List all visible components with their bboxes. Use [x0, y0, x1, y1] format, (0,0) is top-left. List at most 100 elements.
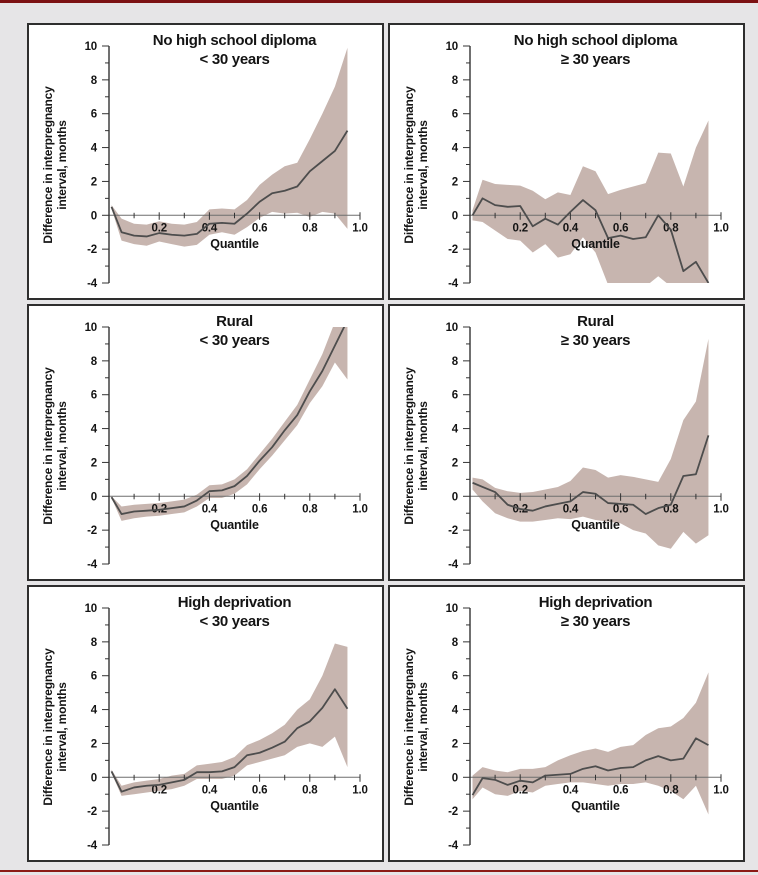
y-tick-label: 8 — [452, 356, 459, 368]
y-tick-label: 8 — [91, 356, 98, 368]
y-tick-label: 4 — [91, 705, 98, 717]
x-tick-label: 1.0 — [352, 784, 367, 796]
panel-title-line1: Rural — [577, 313, 614, 330]
y-axis-label-line1: Difference in interpregnancy — [41, 367, 55, 525]
x-tick-label: 0.2 — [513, 222, 528, 234]
x-tick-label: 0.2 — [152, 784, 167, 796]
y-tick-label: 0 — [91, 210, 97, 222]
y-axis-label: Difference in interpregnancy interval, m… — [41, 45, 69, 285]
x-tick-label: 0.6 — [613, 784, 628, 796]
y-tick-label: 2 — [91, 738, 97, 750]
y-axis-label: Difference in interpregnancy interval, m… — [41, 607, 69, 847]
panel-title-line2: < 30 years — [199, 613, 270, 630]
panel-title: High deprivation ≥ 30 years — [470, 593, 721, 631]
confidence-band — [472, 120, 709, 283]
y-tick-label: -2 — [87, 244, 97, 256]
panel-title-line1: Rural — [216, 313, 253, 330]
y-tick-label: 6 — [452, 390, 458, 402]
y-axis-label-line1: Difference in interpregnancy — [41, 648, 55, 806]
panel-no-hs-diploma-30-plus: 0.2 0.4 0.6 0.8 1.0 10 8 6 4 2 0 -2 -4 No high schoo… — [388, 23, 745, 300]
y-tick-label: 10 — [446, 41, 458, 53]
y-tick-label: -2 — [448, 525, 458, 537]
y-tick-label: 4 — [452, 705, 459, 717]
y-tick-label: -4 — [87, 278, 98, 290]
x-tick-label: 0.6 — [252, 784, 267, 796]
y-tick-label: -4 — [448, 840, 459, 852]
panel-title-line1: High deprivation — [177, 594, 292, 611]
x-tick-label: 0.8 — [663, 784, 679, 796]
panel-no-hs-diploma-under-30: 0.2 0.4 0.6 0.8 1.0 10 8 6 4 2 0 -2 -4 No high schoo… — [27, 23, 384, 300]
panel-title: No high school diploma < 30 years — [109, 31, 360, 69]
y-axis-label-line1: Difference in interpregnancy — [41, 86, 55, 244]
panel-title-line2: ≥ 30 years — [560, 613, 631, 630]
y-axis-label-line1: Difference in interpregnancy — [402, 367, 416, 525]
x-axis-label: Quantile — [210, 237, 259, 251]
y-tick-label: 8 — [452, 75, 459, 87]
x-tick-label: 0.4 — [202, 503, 218, 515]
y-axis-label: Difference in interpregnancy interval, m… — [402, 326, 430, 566]
y-tick-label: 10 — [85, 322, 97, 334]
panel-title-line1: No high school diploma — [152, 32, 317, 49]
y-axis-label-line2: interval, months — [416, 120, 430, 210]
y-tick-label: 8 — [452, 637, 459, 649]
y-axis-label-line2: interval, months — [55, 120, 69, 210]
panel-title-line2: ≥ 30 years — [560, 332, 631, 349]
y-tick-label: -4 — [448, 559, 459, 571]
y-tick-label: 2 — [452, 738, 458, 750]
confidence-band — [111, 327, 348, 521]
y-tick-label: 2 — [91, 457, 97, 469]
y-axis-label-line1: Difference in interpregnancy — [402, 648, 416, 806]
confidence-band — [111, 643, 348, 796]
x-axis-label: Quantile — [210, 518, 259, 532]
panel-grid: 0.2 0.4 0.6 0.8 1.0 10 8 6 4 2 0 -2 -4 No high schoo… — [27, 23, 745, 862]
y-axis-label-line1: Difference in interpregnancy — [402, 86, 416, 244]
panel-title-line1: High deprivation — [538, 594, 653, 611]
x-tick-label: 1.0 — [713, 784, 728, 796]
y-tick-label: 0 — [452, 210, 458, 222]
x-tick-label: 0.2 — [513, 784, 528, 796]
y-tick-label: 6 — [91, 390, 97, 402]
x-tick-label: 0.8 — [302, 503, 318, 515]
y-tick-label: 10 — [85, 41, 97, 53]
x-tick-label: 1.0 — [713, 222, 728, 234]
y-tick-label: 6 — [452, 671, 458, 683]
y-tick-label: -4 — [448, 278, 459, 290]
panel-title-line2: < 30 years — [199, 51, 270, 68]
confidence-band — [111, 47, 348, 247]
x-tick-label: 0.6 — [252, 222, 267, 234]
panel-title-line2: ≥ 30 years — [560, 51, 631, 68]
y-tick-label: 2 — [452, 176, 458, 188]
x-tick-label: 0.4 — [563, 784, 579, 796]
y-tick-label: 4 — [91, 143, 98, 155]
x-axis-label: Quantile — [571, 799, 620, 813]
panel-title: Rural ≥ 30 years — [470, 312, 721, 350]
y-tick-label: 6 — [452, 109, 458, 121]
y-axis-label-line2: interval, months — [416, 682, 430, 772]
x-tick-label: 1.0 — [352, 222, 367, 234]
x-tick-label: 0.4 — [202, 222, 218, 234]
data-line — [472, 435, 710, 515]
y-tick-label: 4 — [91, 424, 98, 436]
panel-rural-under-30: 0.2 0.4 0.6 0.8 1.0 10 8 6 4 2 0 -2 -4 Rural < 30 ye… — [27, 304, 384, 581]
panel-title-line1: No high school diploma — [513, 32, 678, 49]
top-rule — [0, 0, 758, 3]
panel-title: No high school diploma ≥ 30 years — [470, 31, 721, 69]
confidence-band — [472, 672, 709, 815]
y-tick-label: -4 — [87, 559, 98, 571]
x-tick-label: 0.2 — [152, 222, 167, 234]
x-tick-label: 0.6 — [613, 503, 628, 515]
panel-high-deprivation-under-30: 0.2 0.4 0.6 0.8 1.0 10 8 6 4 2 0 -2 -4 High deprivat… — [27, 585, 384, 862]
data-line — [110, 130, 349, 238]
y-tick-label: -2 — [87, 806, 97, 818]
y-tick-label: -4 — [87, 840, 98, 852]
x-axis-label: Quantile — [571, 237, 620, 251]
y-axis-label-line2: interval, months — [55, 401, 69, 491]
y-tick-label: 0 — [452, 772, 458, 784]
x-tick-label: 0.6 — [252, 503, 267, 515]
y-axis-label-line2: interval, months — [416, 401, 430, 491]
x-tick-label: 0.4 — [202, 784, 218, 796]
x-tick-label: 1.0 — [713, 503, 728, 515]
